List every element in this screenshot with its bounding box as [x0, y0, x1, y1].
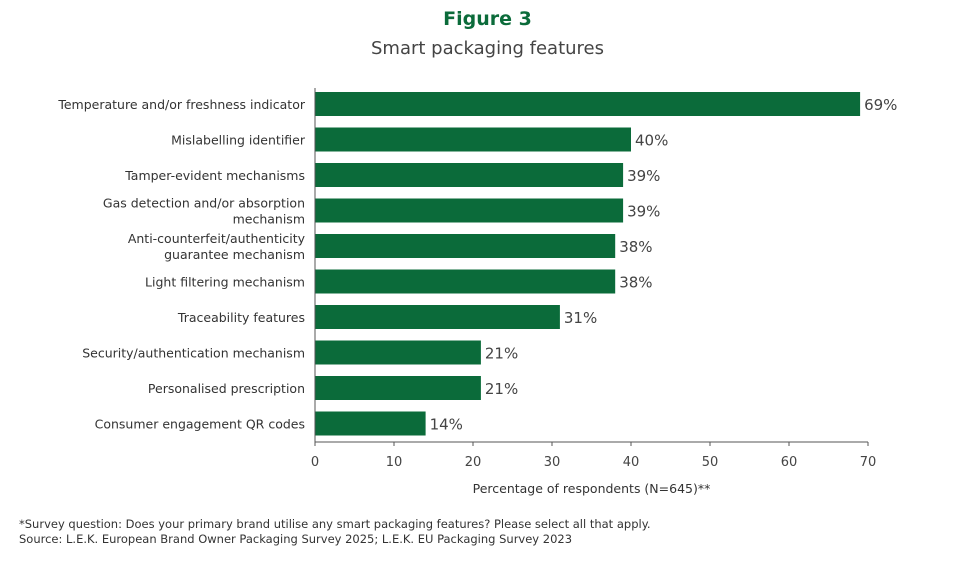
category-label: mechanism [233, 212, 305, 227]
x-tick-label: 10 [386, 455, 403, 470]
bar [315, 127, 631, 152]
bar [315, 340, 481, 365]
data-label: 21% [485, 380, 518, 398]
bar [315, 376, 481, 400]
category-label: Gas detection and/or absorption [103, 196, 305, 211]
bar [315, 92, 861, 116]
x-tick-label: 70 [860, 455, 877, 470]
bar [315, 234, 616, 258]
data-label: 40% [635, 132, 668, 150]
category-label: guarantee mechanism [164, 247, 305, 262]
data-label: 39% [627, 167, 660, 185]
category-label: Temperature and/or freshness indicator [57, 97, 306, 112]
bar [315, 305, 560, 329]
bar [315, 198, 624, 223]
data-label: 38% [619, 274, 652, 292]
data-label: 69% [864, 96, 897, 114]
x-tick-label: 0 [311, 455, 319, 470]
category-label: Personalised prescription [148, 381, 305, 396]
data-label: 39% [627, 203, 660, 221]
category-label: Consumer engagement QR codes [95, 417, 305, 432]
category-label: Light filtering mechanism [145, 275, 305, 290]
x-tick-label: 60 [781, 455, 798, 470]
data-label: 38% [619, 238, 652, 256]
x-tick-label: 30 [544, 455, 561, 470]
category-label: Anti-counterfeit/authenticity [128, 231, 306, 246]
x-tick-label: 40 [623, 455, 640, 470]
data-label: 31% [564, 309, 597, 327]
x-tick-label: 20 [465, 455, 482, 470]
category-label: Tamper-evident mechanisms [124, 168, 305, 183]
category-label: Mislabelling identifier [171, 133, 306, 148]
footnote-survey-question: *Survey question: Does your primary bran… [19, 517, 651, 531]
bar [315, 411, 426, 436]
x-axis-title: Percentage of respondents (N=645)** [473, 481, 711, 496]
chart-title: Figure 3 [443, 8, 532, 30]
category-label: Security/authentication mechanism [82, 346, 305, 361]
bar [315, 163, 624, 187]
data-label: 14% [430, 416, 463, 434]
chart-subtitle: Smart packaging features [370, 38, 604, 59]
data-label: 21% [485, 345, 518, 363]
x-tick-label: 50 [702, 455, 719, 470]
category-label: Traceability features [177, 310, 305, 325]
footnote-source: Source: L.E.K. European Brand Owner Pack… [19, 532, 573, 546]
bar [315, 269, 616, 294]
